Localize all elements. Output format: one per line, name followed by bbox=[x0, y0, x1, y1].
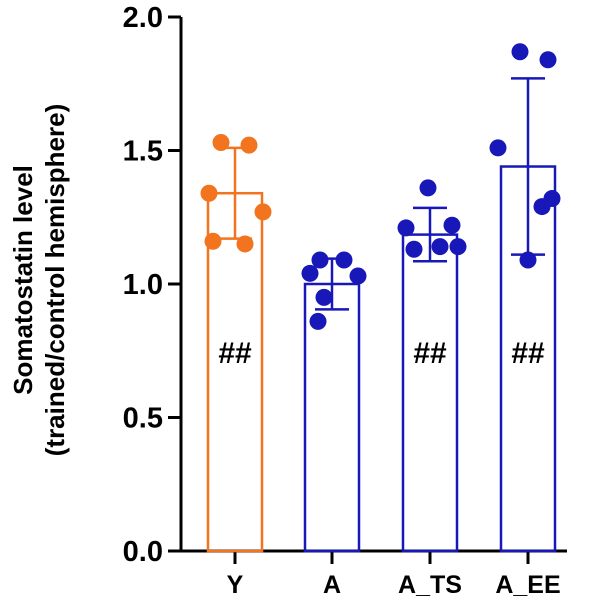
data-point bbox=[254, 203, 272, 221]
x-tick-label: Y bbox=[227, 571, 244, 599]
x-tick-label: A_EE bbox=[495, 571, 560, 599]
x-axis: Y A A_TS A_EE bbox=[179, 549, 567, 599]
y-axis-label-line2: (trained/control hemisphere) bbox=[40, 104, 70, 457]
data-point bbox=[431, 238, 449, 256]
y-tick-label: 2.0 bbox=[123, 2, 163, 34]
data-point bbox=[335, 251, 353, 269]
data-point bbox=[204, 232, 222, 250]
data-point bbox=[311, 251, 329, 269]
y-tick-label: 1.0 bbox=[123, 269, 163, 301]
data-point bbox=[301, 264, 319, 282]
bars bbox=[206, 165, 557, 553]
data-point bbox=[489, 139, 507, 157]
y-tick-label: 0.0 bbox=[123, 536, 163, 568]
data-point bbox=[397, 219, 415, 237]
y-axis: 0.0 0.5 1.0 1.5 2.0 bbox=[123, 2, 183, 568]
data-points bbox=[200, 43, 561, 330]
x-tick-label: A_TS bbox=[398, 571, 462, 599]
x-tick-label: A bbox=[323, 571, 341, 599]
data-point bbox=[309, 312, 327, 330]
data-point bbox=[200, 184, 218, 202]
data-point bbox=[449, 238, 467, 256]
significance-annotation: ## bbox=[218, 337, 252, 370]
y-tick-label: 0.5 bbox=[123, 403, 163, 435]
significance-annotation: ## bbox=[413, 337, 447, 370]
data-point bbox=[533, 198, 551, 216]
annotations: ## ## ## bbox=[218, 337, 545, 370]
error-bars bbox=[218, 77, 545, 311]
data-point bbox=[240, 136, 258, 154]
data-point bbox=[212, 133, 230, 151]
data-point bbox=[236, 235, 254, 253]
bar bbox=[401, 233, 459, 553]
y-tick-label: 1.5 bbox=[123, 136, 163, 168]
significance-annotation: ## bbox=[511, 337, 545, 370]
data-point bbox=[315, 288, 333, 306]
data-point bbox=[405, 240, 423, 258]
data-point bbox=[519, 251, 537, 269]
y-axis-label: Somatostatin level (trained/control hemi… bbox=[8, 104, 70, 457]
data-point bbox=[349, 267, 367, 285]
data-point bbox=[539, 51, 557, 69]
data-point bbox=[419, 179, 437, 197]
y-axis-label-line1: Somatostatin level bbox=[8, 165, 38, 395]
data-point bbox=[511, 43, 529, 61]
data-point bbox=[443, 216, 461, 234]
